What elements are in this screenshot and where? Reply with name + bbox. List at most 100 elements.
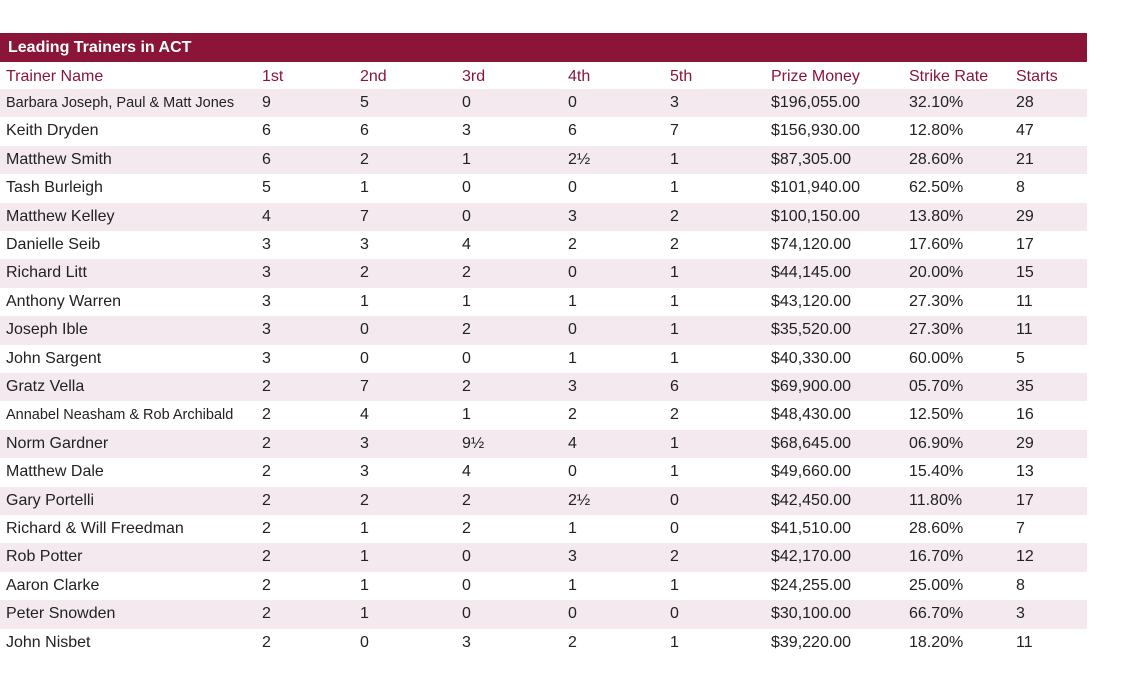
row-stripe — [0, 486, 1087, 515]
trainer-name: Matthew Smith — [6, 150, 112, 168]
row-stripe — [0, 429, 1087, 459]
table-cell: 2½ — [568, 150, 591, 168]
table-cell: $44,145.00 — [771, 264, 852, 282]
table-cell: $43,120.00 — [771, 292, 852, 310]
table-cell: $87,305.00 — [771, 150, 852, 168]
table-cell: 0 — [670, 605, 679, 623]
table-cell: 13 — [1016, 463, 1034, 481]
table-cell: 7 — [1016, 520, 1025, 537]
trainer-name: Rob Potter — [6, 548, 83, 566]
table-cell: 7 — [360, 207, 369, 225]
table-cell: 4 — [568, 434, 577, 452]
trainer-name: John Sargent — [6, 349, 102, 367]
table-cell: 2 — [670, 207, 679, 225]
table-cell: 1 — [670, 292, 679, 310]
table-cell: 1 — [670, 179, 679, 197]
table-cell: 2½ — [568, 491, 591, 509]
table-cell: 17 — [1016, 236, 1034, 253]
table-cell: 28.60% — [909, 520, 964, 537]
table-cell: $100,150.00 — [771, 207, 860, 225]
column-header: 1st — [262, 68, 284, 85]
trainer-name: Richard & Will Freedman — [6, 520, 184, 537]
table-cell: 6 — [568, 122, 577, 140]
table-cell: 2 — [262, 406, 271, 424]
table-cell: $41,510.00 — [771, 520, 852, 537]
column-header: Trainer Name — [6, 68, 104, 85]
table-cell: 0 — [462, 94, 471, 111]
table-cell: 27.30% — [909, 292, 964, 310]
table-cell: 0 — [462, 349, 471, 367]
table-cell: 27.30% — [909, 321, 964, 339]
table-cell: 2 — [568, 406, 577, 424]
table-cell: 2 — [262, 491, 271, 509]
table-cell: 2 — [670, 236, 679, 253]
table-cell: 1 — [462, 150, 471, 168]
table-cell: 1 — [670, 321, 679, 339]
table-cell: 47 — [1016, 122, 1034, 140]
table-cell: $24,255.00 — [771, 576, 852, 594]
table-cell: 2 — [568, 633, 577, 651]
table-cell: 6 — [262, 122, 271, 140]
table-cell: 4 — [462, 236, 471, 253]
table-cell: 3 — [360, 463, 369, 481]
table-cell: 1 — [360, 520, 369, 537]
table-cell: 3 — [360, 434, 369, 452]
column-header: 3rd — [462, 68, 486, 85]
table-cell: 8 — [1016, 179, 1025, 197]
table-cell: 12.50% — [909, 406, 964, 424]
table-cell: 2 — [462, 321, 471, 339]
table-cell: 35 — [1016, 378, 1034, 395]
table-cell: 3 — [462, 633, 471, 651]
table-cell: 0 — [670, 491, 679, 509]
table-cell: 2 — [568, 236, 577, 253]
row-stripe — [0, 202, 1087, 231]
table-cell: 29 — [1016, 434, 1034, 452]
trainer-name: Danielle Seib — [6, 236, 101, 253]
table-cell: 05.70% — [909, 378, 964, 395]
table-cell: 0 — [462, 179, 471, 197]
table-cell: 2 — [262, 434, 271, 452]
table-cell: 2 — [462, 378, 471, 395]
table-cell: 6 — [670, 378, 679, 395]
table-cell: 1 — [462, 292, 471, 310]
table-cell: 0 — [568, 463, 577, 481]
table-cell: 06.90% — [909, 434, 964, 452]
table-cell: 66.70% — [909, 605, 964, 623]
table-cell: 2 — [360, 150, 369, 168]
column-header: 2nd — [360, 68, 387, 85]
table-cell: $42,450.00 — [771, 491, 852, 509]
table-cell: 1 — [360, 179, 369, 197]
table-cell: 0 — [462, 548, 471, 566]
table-cell: 1 — [670, 150, 679, 168]
table-cell: 60.00% — [909, 349, 964, 367]
row-stripe — [0, 600, 1087, 629]
table-cell: 13.80% — [909, 207, 964, 225]
table-cell: 2 — [462, 491, 471, 509]
table-cell: 6 — [262, 150, 271, 168]
table-cell: 2 — [262, 633, 271, 651]
row-stripe — [0, 373, 1087, 402]
table-cell: 7 — [670, 122, 679, 140]
table-cell: 2 — [262, 548, 271, 566]
trainer-name: Gary Portelli — [6, 491, 95, 509]
row-stripe — [0, 316, 1087, 345]
table-cell: 1 — [360, 576, 369, 594]
table-cell: 11 — [1016, 633, 1033, 651]
table-cell: 18.20% — [909, 633, 964, 651]
table-cell: 1 — [568, 576, 577, 594]
table-cell: 0 — [462, 605, 471, 623]
trainer-name: Tash Burleigh — [6, 179, 103, 197]
table-cell: $101,940.00 — [771, 179, 860, 197]
table-cell: 0 — [670, 520, 679, 537]
table-cell: 3 — [262, 236, 271, 253]
table-cell: 2 — [670, 406, 679, 424]
table-cell: 8 — [1016, 576, 1025, 594]
table-cell: 12 — [1016, 548, 1034, 566]
table-cell: 3 — [1016, 605, 1025, 623]
table-cell: 1 — [670, 633, 679, 651]
trainer-name: Richard Litt — [6, 264, 87, 282]
table-cell: 9½ — [462, 434, 485, 452]
trainer-name: Matthew Dale — [6, 463, 104, 481]
trainer-name: Gratz Vella — [6, 378, 85, 395]
table-cell: 3 — [360, 236, 369, 253]
